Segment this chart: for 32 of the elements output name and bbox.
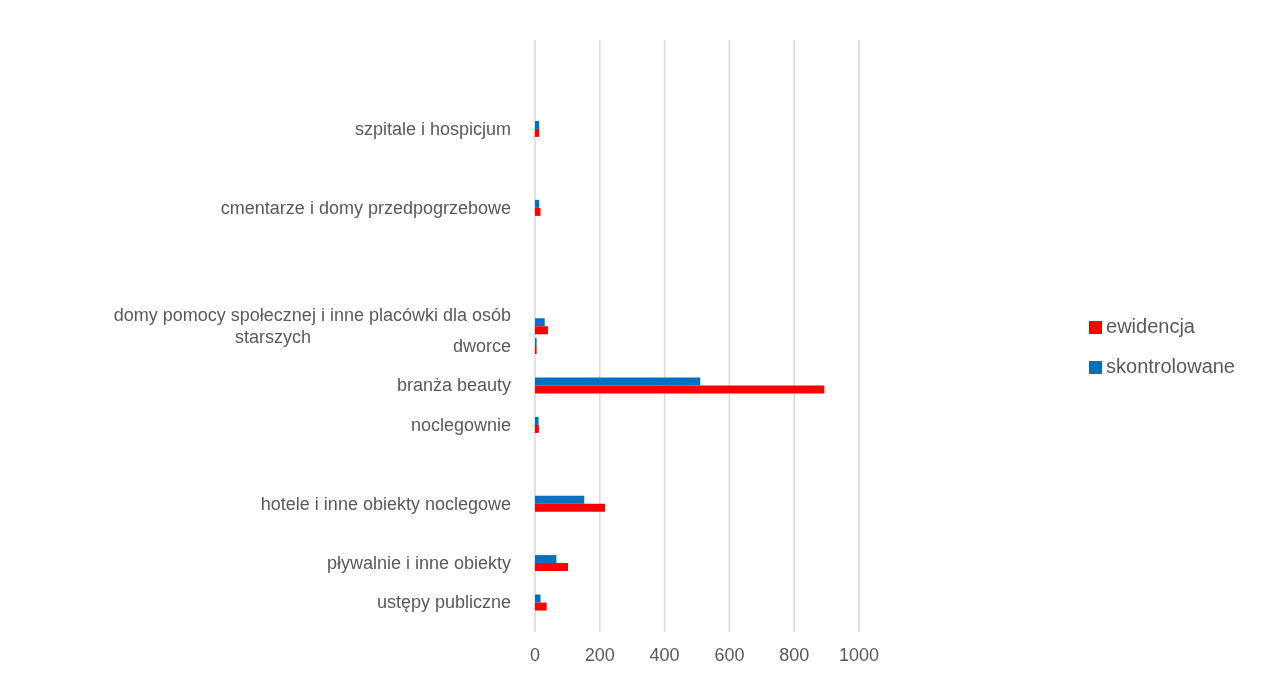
y-tick-label: branża beauty bbox=[396, 375, 511, 396]
bar bbox=[535, 563, 569, 572]
y-tick-label: pływalnie i inne obiekty bbox=[326, 552, 511, 573]
bar bbox=[535, 503, 605, 512]
bar bbox=[535, 120, 540, 129]
y-tick-label: cmentarze i domy przedpogrzebowe bbox=[220, 197, 511, 218]
bar bbox=[535, 207, 541, 216]
legend-label: ewidencja bbox=[1106, 314, 1195, 337]
bar bbox=[535, 416, 539, 425]
x-tick-label: 200 bbox=[584, 644, 615, 665]
x-tick-label: 400 bbox=[649, 644, 680, 665]
x-tick-label: 1000 bbox=[839, 644, 880, 665]
y-tick-label: dworce bbox=[452, 335, 511, 356]
y-tick-label: szpitale i hospicjum bbox=[354, 118, 511, 139]
x-tick-label: 0 bbox=[529, 644, 541, 665]
bar bbox=[535, 326, 548, 335]
y-tick-label: hotele i inne obiekty noclegowe bbox=[260, 493, 511, 514]
y-tick-label: noclegownie bbox=[410, 414, 511, 435]
bar bbox=[535, 199, 540, 208]
bar bbox=[535, 555, 557, 564]
bar bbox=[535, 318, 545, 327]
bar bbox=[535, 128, 540, 137]
y-tick-label: ustępy publiczne bbox=[376, 592, 511, 613]
x-tick-label: 800 bbox=[779, 644, 810, 665]
bar bbox=[535, 495, 585, 504]
bar bbox=[535, 602, 547, 611]
legend-label: skontrolowane bbox=[1106, 354, 1235, 377]
x-tick-label: 600 bbox=[714, 644, 745, 665]
bar bbox=[535, 594, 541, 603]
bar bbox=[535, 424, 539, 433]
bar bbox=[535, 377, 701, 386]
bar bbox=[535, 385, 825, 394]
